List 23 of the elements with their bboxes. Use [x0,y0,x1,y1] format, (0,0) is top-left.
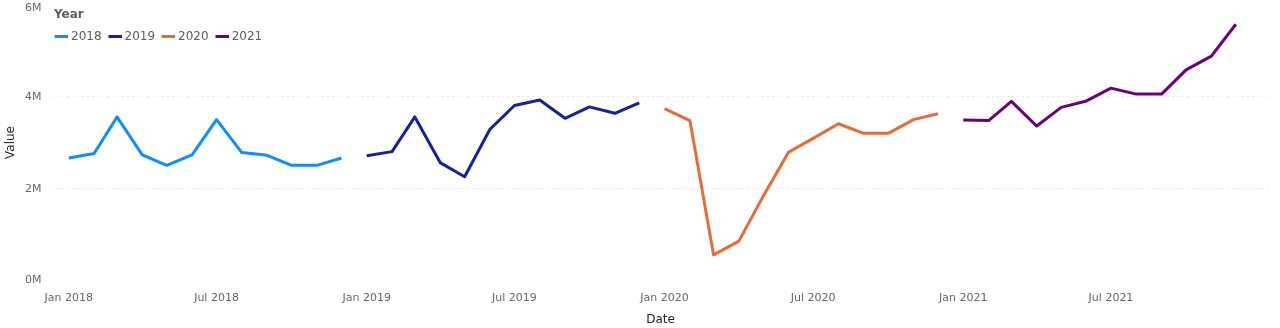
y-axis-title: Value [3,126,18,159]
x-tick-label: Jul 2021 [1087,290,1134,304]
legend-label: 2020 [178,29,209,43]
x-tick-label: Jul 2020 [789,290,836,304]
y-tick-label: 4M [25,90,42,104]
x-tick-label: Jan 2019 [341,290,391,304]
line-series [67,115,343,167]
x-tick-label: Jan 2021 [938,290,988,304]
x-tick-label: Jan 2018 [43,290,94,304]
legend-label: 2021 [231,29,263,43]
legend-label: 2018 [71,29,102,43]
x-tick-label: Jul 2019 [491,290,537,304]
x-tick-label: Jul 2018 [193,290,239,304]
y-tick-label: 2M [25,181,42,195]
x-axis-title: Date [646,311,675,326]
line-series [663,107,940,257]
y-tick-label: 6M [25,0,42,14]
legend-label: 2019 [124,29,156,43]
line-series [365,98,641,179]
y-tick-label: 0M [25,273,42,286]
x-tick-label: Jan 2020 [639,290,689,304]
legend-title: Year [54,7,85,21]
line-series [961,22,1238,128]
